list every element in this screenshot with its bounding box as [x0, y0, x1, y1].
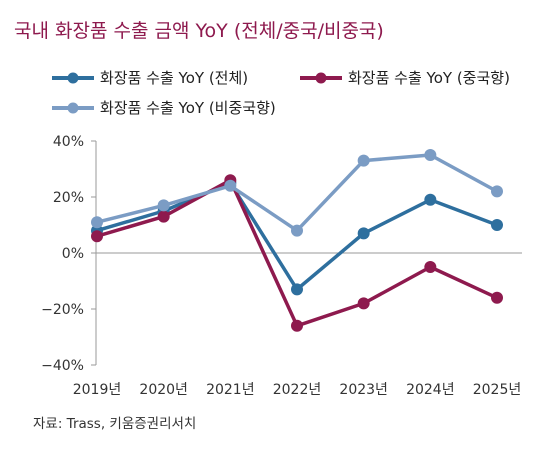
y-tick-label: 20% — [53, 190, 84, 206]
data-point — [291, 319, 303, 332]
y-tick-label: −40% — [41, 358, 84, 374]
data-point — [424, 261, 437, 273]
data-point — [491, 185, 503, 198]
data-point — [491, 219, 503, 231]
data-point — [424, 149, 437, 161]
data-point — [357, 154, 370, 167]
data-point — [357, 297, 370, 310]
chart-title: 국내 화장품 수출 금액 YoY (전체/중국/비중국) — [14, 20, 384, 42]
data-point — [291, 283, 303, 296]
legend-label: 화장품 수출 YoY (중국향) — [348, 69, 510, 87]
data-point — [357, 227, 370, 240]
data-point — [424, 193, 437, 206]
data-point — [291, 224, 303, 237]
y-tick-label: 40% — [53, 134, 84, 150]
data-point — [491, 291, 503, 304]
x-tick-label: 2019년 — [73, 382, 122, 398]
x-tick-label: 2021년 — [206, 382, 255, 398]
x-tick-label: 2024년 — [406, 382, 455, 398]
x-tick-label: 2023년 — [339, 382, 388, 398]
legend-marker — [67, 102, 79, 114]
data-point — [157, 199, 170, 212]
y-tick-label: −20% — [41, 302, 84, 318]
legend-marker — [315, 72, 327, 84]
y-tick-label: 0% — [62, 246, 84, 262]
legend-label: 화장품 수출 YoY (전체) — [100, 69, 248, 87]
data-point — [157, 210, 170, 223]
source-note: 자료: Trass, 키움증권리서치 — [33, 416, 197, 432]
legend-label: 화장품 수출 YoY (비중국향) — [100, 99, 276, 117]
data-point — [91, 216, 103, 229]
data-point — [91, 230, 103, 243]
legend-marker — [67, 72, 79, 84]
x-tick-label: 2022년 — [273, 382, 322, 398]
data-point — [224, 179, 237, 192]
x-tick-label: 2025년 — [473, 382, 522, 398]
x-tick-label: 2020년 — [139, 382, 188, 398]
